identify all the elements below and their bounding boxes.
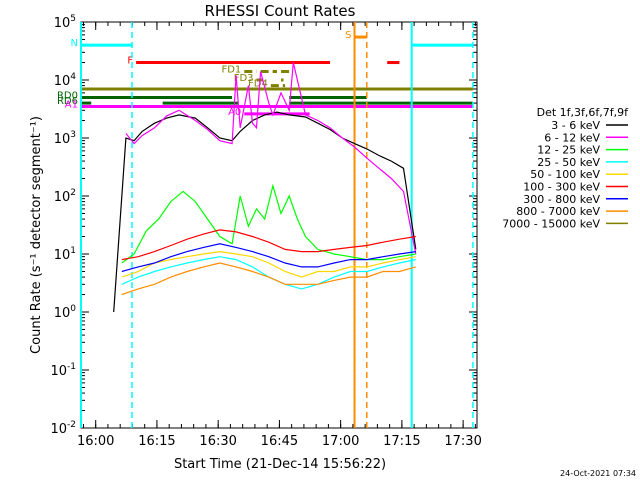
series-line [125, 62, 417, 255]
x-tick-label: 16:45 [261, 434, 298, 449]
series-line [121, 243, 416, 273]
legend-entry-label: 800 - 7000 keV [516, 205, 600, 218]
flag-label: F [127, 56, 133, 67]
series-lines [113, 62, 417, 313]
flag-label: A0 [228, 107, 241, 118]
axis-ticks: 16:00 16:15 16:30 16:45 17:00 17:15 17:30 10-2 1… [50, 14, 481, 449]
flag-label: RD0 [57, 90, 78, 101]
legend-entry-label: 25 - 50 keV [537, 156, 600, 169]
legend-entry-label: 300 - 800 keV [523, 193, 600, 206]
x-tick-label: 17:00 [322, 434, 359, 449]
flag-label: A1 [65, 99, 78, 110]
y-axis-label: Count Rate (s⁻¹ detector segment⁻¹) [29, 116, 44, 354]
flag-label: N [71, 38, 78, 49]
flag-label: RD6 [57, 96, 78, 107]
y-tick-label: 10-1 [50, 362, 76, 379]
y-tick-label: 101 [54, 246, 76, 263]
y-tick-label: 104 [54, 72, 77, 89]
flag-label: FD4 [248, 79, 268, 90]
legend-entry-label: 12 - 25 keV [537, 144, 600, 157]
x-tick-label: 17:15 [383, 434, 420, 449]
series-line [121, 250, 416, 278]
x-axis-label: Start Time (21-Dec-14 15:56:22) [174, 457, 386, 472]
series-line [113, 111, 417, 313]
x-tick-label: 16:15 [138, 434, 175, 449]
y-tick-label: 100 [54, 304, 77, 321]
series-line [121, 262, 416, 296]
y-tick-label: 105 [54, 14, 76, 31]
flag-label: FD1 [221, 65, 241, 76]
legend-entry-label: 100 - 300 keV [523, 181, 600, 194]
flag-label: S [345, 30, 351, 41]
legend-entry-label: 3 - 6 keV [551, 119, 600, 132]
x-tick-label: 16:00 [77, 434, 114, 449]
x-tick-label: 16:30 [199, 434, 236, 449]
y-tick-label: 103 [54, 130, 76, 147]
legend-entry-label: 6 - 12 keV [544, 131, 600, 144]
legend-title: Det 1f,3f,6f,7f,9f [537, 106, 630, 119]
x-tick-label: 17:30 [444, 434, 481, 449]
flag-label: FD3 [234, 73, 254, 84]
footer-timestamp: 24-Oct-2021 07:34 [560, 469, 636, 478]
legend-entry-label: 50 - 100 keV [530, 168, 600, 181]
series-line [121, 183, 416, 264]
chart-title: RHESSI Count Rates [205, 2, 356, 20]
series-line [121, 229, 416, 261]
vertical-markers [80, 22, 474, 428]
y-tick-label: 10-2 [50, 420, 76, 437]
y-tick-label: 102 [54, 188, 76, 205]
legend-entry-label: 7000 - 15000 keV [502, 217, 600, 230]
